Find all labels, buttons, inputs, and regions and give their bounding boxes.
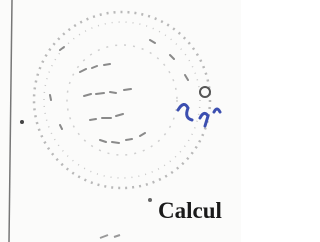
speck <box>148 198 152 202</box>
stamp-caption: Calcul <box>158 198 222 223</box>
page: {"document": {"stamp_text": "Calcul"}} C… <box>0 0 241 242</box>
speck <box>20 120 24 124</box>
scan: Calcul <box>0 0 241 242</box>
